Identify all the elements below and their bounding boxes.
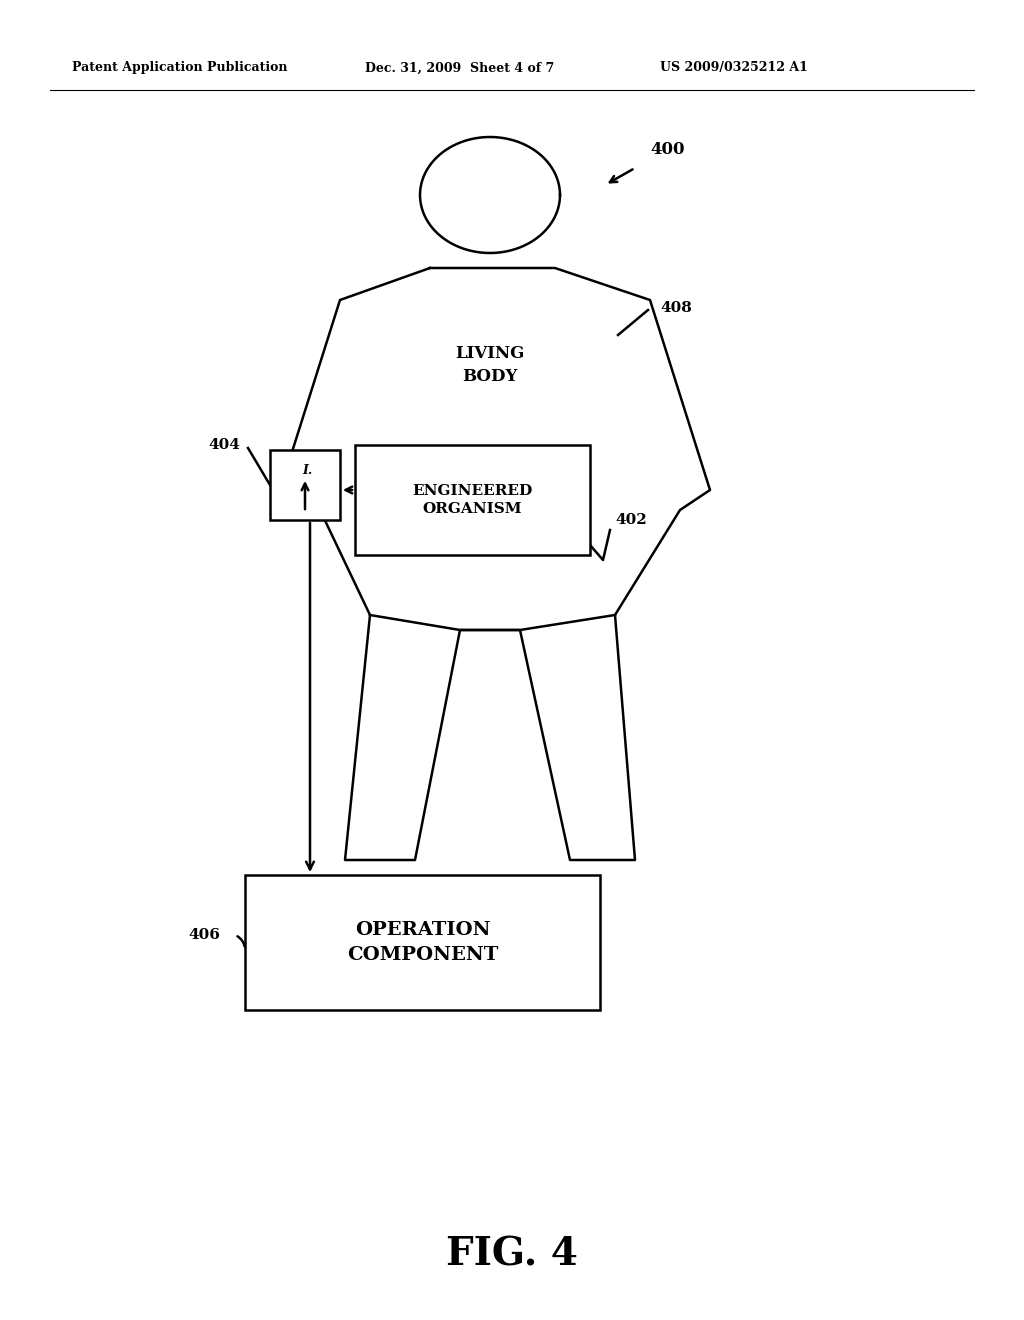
- Text: 408: 408: [660, 301, 692, 315]
- Text: FIG. 4: FIG. 4: [446, 1236, 578, 1274]
- Text: OPERATION
COMPONENT: OPERATION COMPONENT: [347, 921, 499, 964]
- Text: 404: 404: [208, 438, 240, 451]
- Text: Dec. 31, 2009  Sheet 4 of 7: Dec. 31, 2009 Sheet 4 of 7: [365, 62, 554, 74]
- Text: I.: I.: [302, 463, 312, 477]
- Text: 400: 400: [650, 141, 684, 158]
- Bar: [245, 875, 600, 1010]
- Text: US 2009/0325212 A1: US 2009/0325212 A1: [660, 62, 808, 74]
- Text: 406: 406: [188, 928, 220, 942]
- Text: Patent Application Publication: Patent Application Publication: [72, 62, 288, 74]
- Text: LIVING
BODY: LIVING BODY: [456, 346, 524, 384]
- Bar: [270, 450, 340, 520]
- Text: ENGINEERED
ORGANISM: ENGINEERED ORGANISM: [413, 484, 532, 516]
- Bar: [355, 445, 590, 554]
- Text: 402: 402: [615, 513, 647, 527]
